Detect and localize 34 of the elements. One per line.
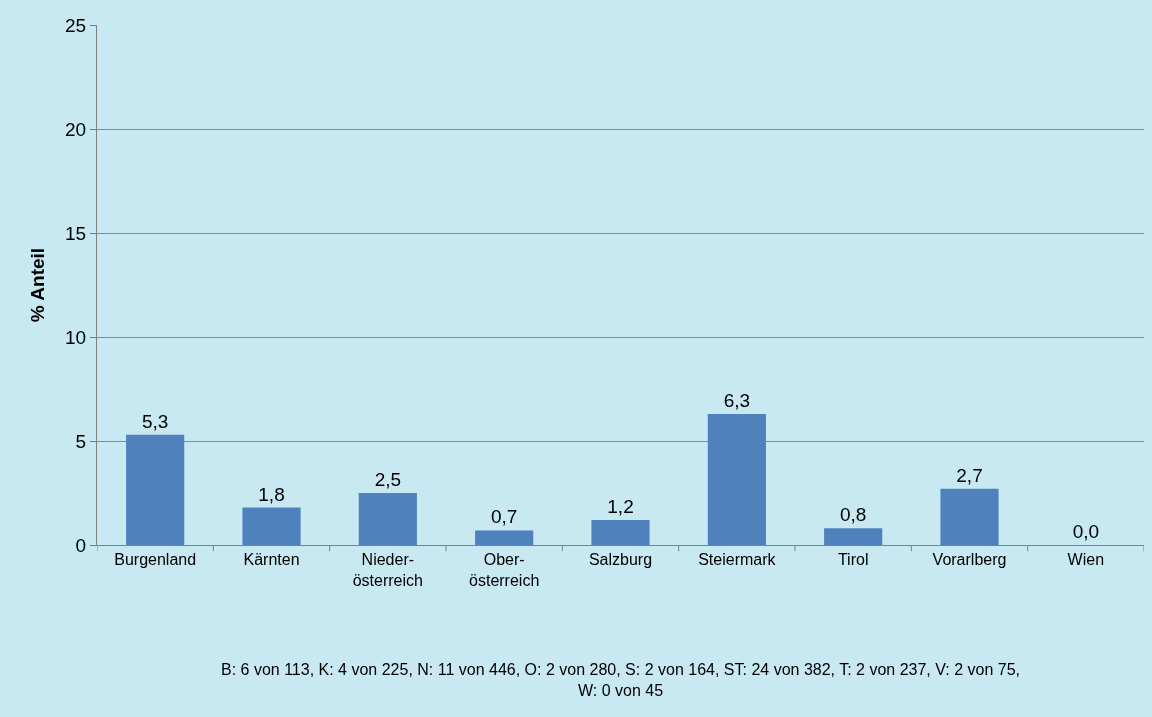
x-tick-label: Steiermark [698, 551, 777, 569]
bar [707, 413, 766, 545]
data-label: 2,7 [956, 464, 983, 486]
x-tick-label: Nieder- österreich [352, 551, 423, 589]
y-tick-label: 10 [65, 326, 87, 348]
x-tick-label: Wien [1067, 551, 1105, 569]
data-label: 5,3 [141, 410, 169, 432]
x-tick-label: Burgenland [114, 551, 197, 569]
y-tick-label: 5 [75, 430, 87, 452]
bar [358, 493, 417, 545]
data-label: 0,7 [490, 506, 518, 528]
bar [242, 507, 301, 545]
data-label: 0,0 [1072, 521, 1100, 542]
y-tick-label: 0 [75, 534, 87, 556]
data-label: 1,8 [258, 483, 285, 505]
x-tick-label: Ober- österreich [469, 551, 540, 589]
y-tick-label: 20 [65, 118, 87, 140]
bar [126, 434, 185, 545]
data-label: 0,8 [839, 504, 867, 526]
x-tick-label: Vorarlberg [932, 551, 1007, 569]
bar [940, 488, 999, 545]
y-tick-label: 15 [65, 222, 87, 244]
bar [475, 530, 534, 545]
bar [824, 528, 883, 545]
x-tick-label: Salzburg [588, 551, 653, 569]
data-label: 1,2 [607, 496, 634, 518]
data-label: 6,3 [723, 389, 751, 411]
x-tick-label: Kärnten [243, 551, 300, 569]
bar [591, 520, 650, 545]
data-label: 2,5 [374, 469, 402, 490]
y-tick-label: 25 [65, 14, 87, 36]
text: B: 6 von 113, K: 4 von 225, N: 11 von 446, O: 2 von 280, S: 2 von 164, ST: 24 von 382, T: 2 von 237, V: 2 von 75, W: 0 von 45 [221, 661, 1021, 699]
y-axis-title: % Anteil [26, 247, 48, 323]
x-tick-label: Tirol [837, 551, 869, 569]
